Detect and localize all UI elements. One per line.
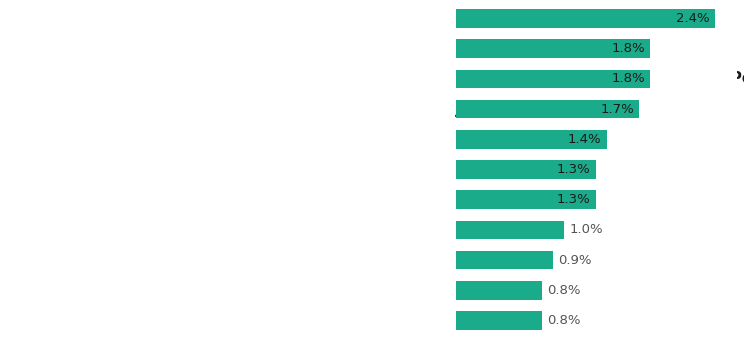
Bar <box>456 9 715 28</box>
Text: Boston Consulting Group: Boston Consulting Group <box>456 283 662 298</box>
Text: Goldman Sachs: Goldman Sachs <box>456 253 583 267</box>
Bar <box>456 39 650 58</box>
Text: Ernst & Young: Ernst & Young <box>456 41 573 56</box>
Text: PwC: PwC <box>456 192 491 207</box>
Text: Citi: Citi <box>456 313 484 328</box>
Text: 0.8%: 0.8% <box>548 314 581 327</box>
Text: Deloitte: Deloitte <box>456 11 522 26</box>
Bar <box>456 311 542 330</box>
Text: 1.8%: 1.8% <box>611 42 645 55</box>
Bar <box>456 100 639 118</box>
Bar <box>456 190 596 209</box>
Text: 0.8%: 0.8% <box>548 284 581 297</box>
Bar <box>456 251 553 270</box>
Text: 0.9%: 0.9% <box>559 254 592 266</box>
Text: 1.3%: 1.3% <box>557 163 591 176</box>
Text: 1.3%: 1.3% <box>557 193 591 206</box>
Text: JPMorgan Chase: JPMorgan Chase <box>456 102 590 117</box>
Text: 1.0%: 1.0% <box>569 223 603 236</box>
Text: 1.7%: 1.7% <box>600 103 634 116</box>
Bar <box>456 160 596 179</box>
Text: United Nations: United Nations <box>456 132 580 147</box>
Text: 1.4%: 1.4% <box>568 133 602 146</box>
Bar <box>456 221 564 239</box>
Text: KPMG: KPMG <box>456 162 504 177</box>
Bar <box>456 69 650 88</box>
Text: Barclays: Barclays <box>456 222 525 237</box>
Text: 1.8%: 1.8% <box>611 73 645 85</box>
Text: London School of Economics and Political Science: London School of Economics and Political… <box>456 72 744 86</box>
Bar <box>456 130 607 149</box>
Text: 2.4%: 2.4% <box>676 12 710 25</box>
Bar <box>456 281 542 300</box>
